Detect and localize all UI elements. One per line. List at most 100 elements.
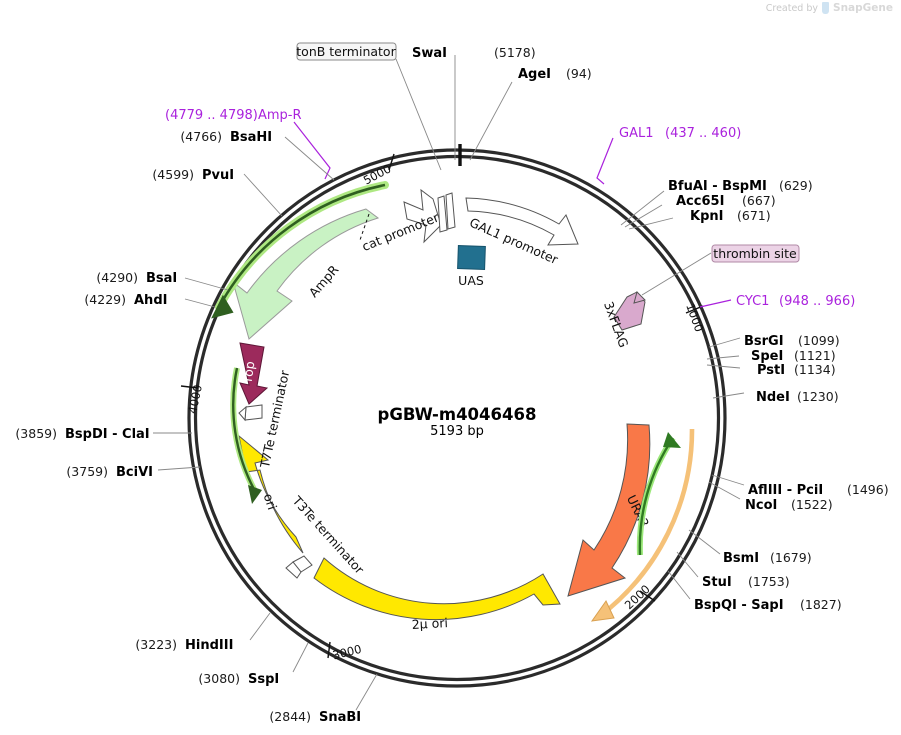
enzyme-label-pvui[interactable]: (4599) PvuI — [152, 167, 234, 183]
enzyme-position: (1753) — [748, 574, 790, 589]
ura3-orange-marker — [590, 428, 695, 622]
enzyme-label-hindiii[interactable]: (3223) HindIII — [135, 637, 233, 653]
enzyme-label-swai[interactable]: SwaI (5178) — [412, 45, 536, 61]
enzyme-position: (2844) — [269, 709, 311, 724]
feature-amp-r-marker — [211, 181, 389, 319]
enzyme-label-bspqi-sapi[interactable]: BspQI - SapI (1827) — [694, 597, 842, 613]
enzyme-position: (4290) — [96, 270, 138, 285]
credit-prefix: Created by — [765, 2, 819, 14]
enzyme-label-bfuai-bspmi[interactable]: BfuAI - BspMI (629) — [668, 178, 813, 194]
left-labels: (4779 .. 4798) Amp-R (4766) BsaHI (4599)… — [15, 108, 361, 725]
page-title: pGBW-m4046468 — [378, 405, 537, 424]
enzyme-label-stui[interactable]: StuI (1753) — [702, 574, 790, 590]
feature-uas[interactable]: UAS — [457, 245, 486, 288]
enzyme-name: SnaBI — [319, 710, 361, 725]
enzyme-name: SwaI — [412, 46, 447, 61]
feature-label-cyc1[interactable]: CYC1 (948 .. 966) — [736, 294, 855, 309]
enzyme-label-psti[interactable]: PstI (1134) — [757, 362, 836, 378]
enzyme-name: SpeI — [751, 349, 783, 364]
enzyme-name: AflIII - PciI — [748, 483, 823, 498]
enzyme-label-bsmi[interactable]: BsmI (1679) — [723, 550, 812, 566]
enzyme-position: (4766) — [180, 129, 222, 144]
enzyme-position: (3080) — [198, 671, 240, 686]
enzyme-position: (4229) — [84, 292, 126, 307]
enzyme-label-sspi[interactable]: (3080) SspI — [198, 671, 279, 687]
plasmid-center-label: pGBW-m4046468 5193 bp — [378, 405, 537, 439]
feature-label-2u-ori: 2µ ori — [411, 615, 448, 632]
feature-label-ampr: AmpR — [306, 262, 342, 300]
enzyme-name: BspQI - SapI — [694, 598, 784, 613]
enzyme-label-bspdi-clai[interactable]: (3859) BspDI - ClaI — [15, 426, 149, 442]
enzyme-label-ndei[interactable]: NdeI (1230) — [756, 389, 839, 405]
feature-ampr[interactable]: AmpR — [232, 208, 380, 340]
snapgene-logo-icon — [822, 2, 830, 14]
enzyme-name: NdeI — [756, 390, 790, 405]
enzyme-name: BspDI - ClaI — [65, 427, 150, 442]
enzyme-label-bcivi[interactable]: (3759) BciVI — [66, 464, 153, 480]
plasmid-backbone — [187, 148, 727, 688]
right-labels: GAL1 (437 .. 460) BfuAI - BspMI (629) Ac… — [619, 126, 889, 613]
enzyme-label-snabi[interactable]: (2844) SnaBI — [269, 709, 361, 725]
enzyme-position: (3759) — [66, 464, 108, 479]
region-label-tonb-terminator[interactable]: tonB terminator — [296, 42, 397, 61]
enzyme-name: NcoI — [745, 498, 777, 513]
feature-ori[interactable]: ori — [238, 434, 304, 554]
ori-green-marker — [230, 367, 262, 504]
enzyme-label-ahdi[interactable]: (4229) AhdI — [84, 292, 167, 308]
region-label-text: thrombin site — [713, 246, 797, 261]
ura3-green-marker — [636, 432, 681, 556]
feature-2u-ori[interactable]: 2µ ori — [313, 557, 561, 632]
enzyme-name: BsaI — [146, 271, 177, 286]
enzyme-position: (667) — [742, 193, 776, 208]
enzyme-position: (1827) — [800, 597, 842, 612]
enzyme-name: BsrGI — [744, 334, 784, 349]
enzyme-name: BsaHI — [230, 130, 272, 145]
enzyme-position: (1679) — [770, 550, 812, 565]
enzyme-label-bsahi[interactable]: (4766) BsaHI — [180, 129, 272, 145]
feature-name: CYC1 — [736, 294, 769, 309]
feature-ura3[interactable]: URA3 — [567, 423, 652, 597]
region-label-thrombin-site[interactable]: thrombin site — [711, 244, 800, 263]
feature-rop[interactable]: rop — [239, 342, 269, 405]
enzyme-label-bsrgi[interactable]: BsrGI (1099) — [744, 333, 840, 349]
enzyme-position: (1522) — [791, 497, 833, 512]
feature-label-amp-r[interactable]: (4779 .. 4798) Amp-R — [165, 108, 302, 123]
leader-lines — [153, 55, 745, 711]
feature-label-gal1[interactable]: GAL1 (437 .. 460) — [619, 126, 741, 141]
enzyme-position: (1121) — [794, 348, 836, 363]
enzyme-label-agei[interactable]: AgeI (94) — [518, 66, 592, 82]
enzyme-label-kpni[interactable]: KpnI (671) — [690, 208, 771, 224]
region-label-text: tonB terminator — [296, 44, 396, 59]
enzyme-name: AhdI — [134, 293, 167, 308]
enzyme-label-spei[interactable]: SpeI (1121) — [751, 348, 836, 364]
enzyme-position: (3223) — [135, 637, 177, 652]
enzyme-position: (1496) — [847, 482, 889, 497]
enzyme-name: StuI — [702, 575, 732, 590]
enzyme-name: Acc65I — [676, 194, 724, 209]
feature-range: (948 .. 966) — [779, 294, 855, 309]
enzyme-position: (94) — [566, 66, 592, 81]
feature-label-t7te: T7Te terminator — [257, 368, 293, 470]
plasmid-length: 5193 bp — [430, 424, 484, 439]
ruler-tick-label: 4000 — [185, 383, 205, 415]
enzyme-position: (1134) — [794, 362, 836, 377]
ruler-tick-label: 3000 — [331, 642, 363, 663]
credit-brand: SnapGene — [833, 2, 893, 14]
enzyme-label-acc65i[interactable]: Acc65I (667) — [676, 193, 776, 209]
feature-name: Amp-R — [258, 108, 302, 123]
enzyme-name: BfuAI - BspMI — [668, 179, 767, 194]
feature-label-rop: rop — [240, 360, 258, 382]
enzyme-name: KpnI — [690, 209, 723, 224]
feature-3xflag[interactable]: 3xFLAG — [601, 291, 646, 349]
feature-label-uas: UAS — [458, 273, 484, 288]
enzyme-label-ncoi[interactable]: NcoI (1522) — [745, 497, 833, 513]
enzyme-name: BsmI — [723, 551, 759, 566]
enzyme-name: PstI — [757, 363, 785, 378]
enzyme-label-afliii-pcii[interactable]: AflIII - PciI (1496) — [748, 482, 889, 498]
enzyme-position: (4599) — [152, 167, 194, 182]
enzyme-position: (629) — [779, 178, 813, 193]
enzyme-label-bsai[interactable]: (4290) BsaI — [96, 270, 177, 286]
feature-label-ori: ori — [261, 492, 280, 512]
feature-cat-promoter[interactable]: cat promoter — [360, 188, 456, 254]
